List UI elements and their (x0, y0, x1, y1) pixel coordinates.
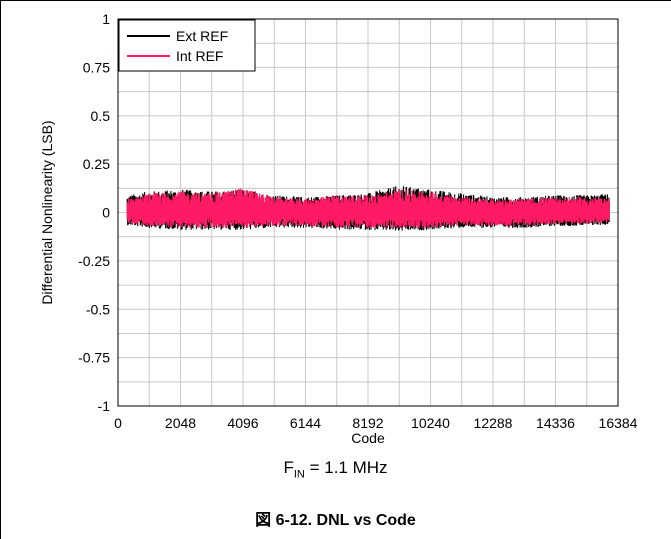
y-tick-label: 0.5 (91, 108, 111, 124)
legend-label: Ext REF (176, 28, 228, 44)
x-tick-label: 16384 (599, 415, 638, 431)
y-axis-label: Differential Nonlinearity (LSB) (39, 120, 55, 304)
plot-border (117, 18, 619, 407)
page-frame-left (0, 0, 1, 539)
x-tick-label: 2048 (165, 415, 196, 431)
x-tick-label: 14336 (536, 415, 575, 431)
legend: Ext REF Int REF (118, 19, 256, 72)
x-tick-labels: 0 2048 4096 6144 8192 10240 12288 14336 16384 (114, 415, 638, 431)
figure-caption: 図 6-12. DNL vs Code (255, 512, 416, 529)
x-tick-label: 10240 (411, 415, 450, 431)
series-line-int-ref (126, 188, 610, 228)
note-prefix: F (283, 458, 294, 477)
dnl-chart: 1 0.75 0.5 0.25 0 -0.25 -0.5 -0.75 -1 0 2048 4096 6… (39, 11, 638, 446)
legend-label: Int REF (176, 48, 223, 64)
x-tick-label: 6144 (290, 415, 321, 431)
y-tick-label: -0.25 (78, 253, 110, 269)
x-tick-label: 12288 (474, 415, 513, 431)
test-condition-note: FIN = 1.1 MHz (0, 458, 671, 480)
y-tick-label: -0.75 (78, 350, 110, 366)
y-tick-label: 1 (102, 11, 110, 27)
y-tick-label: 0 (102, 205, 110, 221)
y-tick-label: 0.75 (83, 59, 110, 75)
y-tick-labels: 1 0.75 0.5 0.25 0 -0.25 -0.5 -0.75 -1 (78, 11, 110, 414)
x-tick-label: 4096 (227, 415, 258, 431)
y-tick-label: -0.5 (86, 301, 110, 317)
y-tick-label: 0.25 (83, 156, 110, 172)
page-frame-top (0, 0, 671, 1)
note-suffix: = 1.1 MHz (304, 458, 388, 477)
x-tick-label: 0 (114, 415, 122, 431)
series-group (126, 186, 610, 231)
x-tick-label: 8192 (352, 415, 383, 431)
note-subscript: IN (293, 468, 305, 481)
legend-box (118, 19, 256, 72)
x-axis-label: Code (351, 430, 385, 446)
y-tick-label: -1 (98, 398, 111, 414)
